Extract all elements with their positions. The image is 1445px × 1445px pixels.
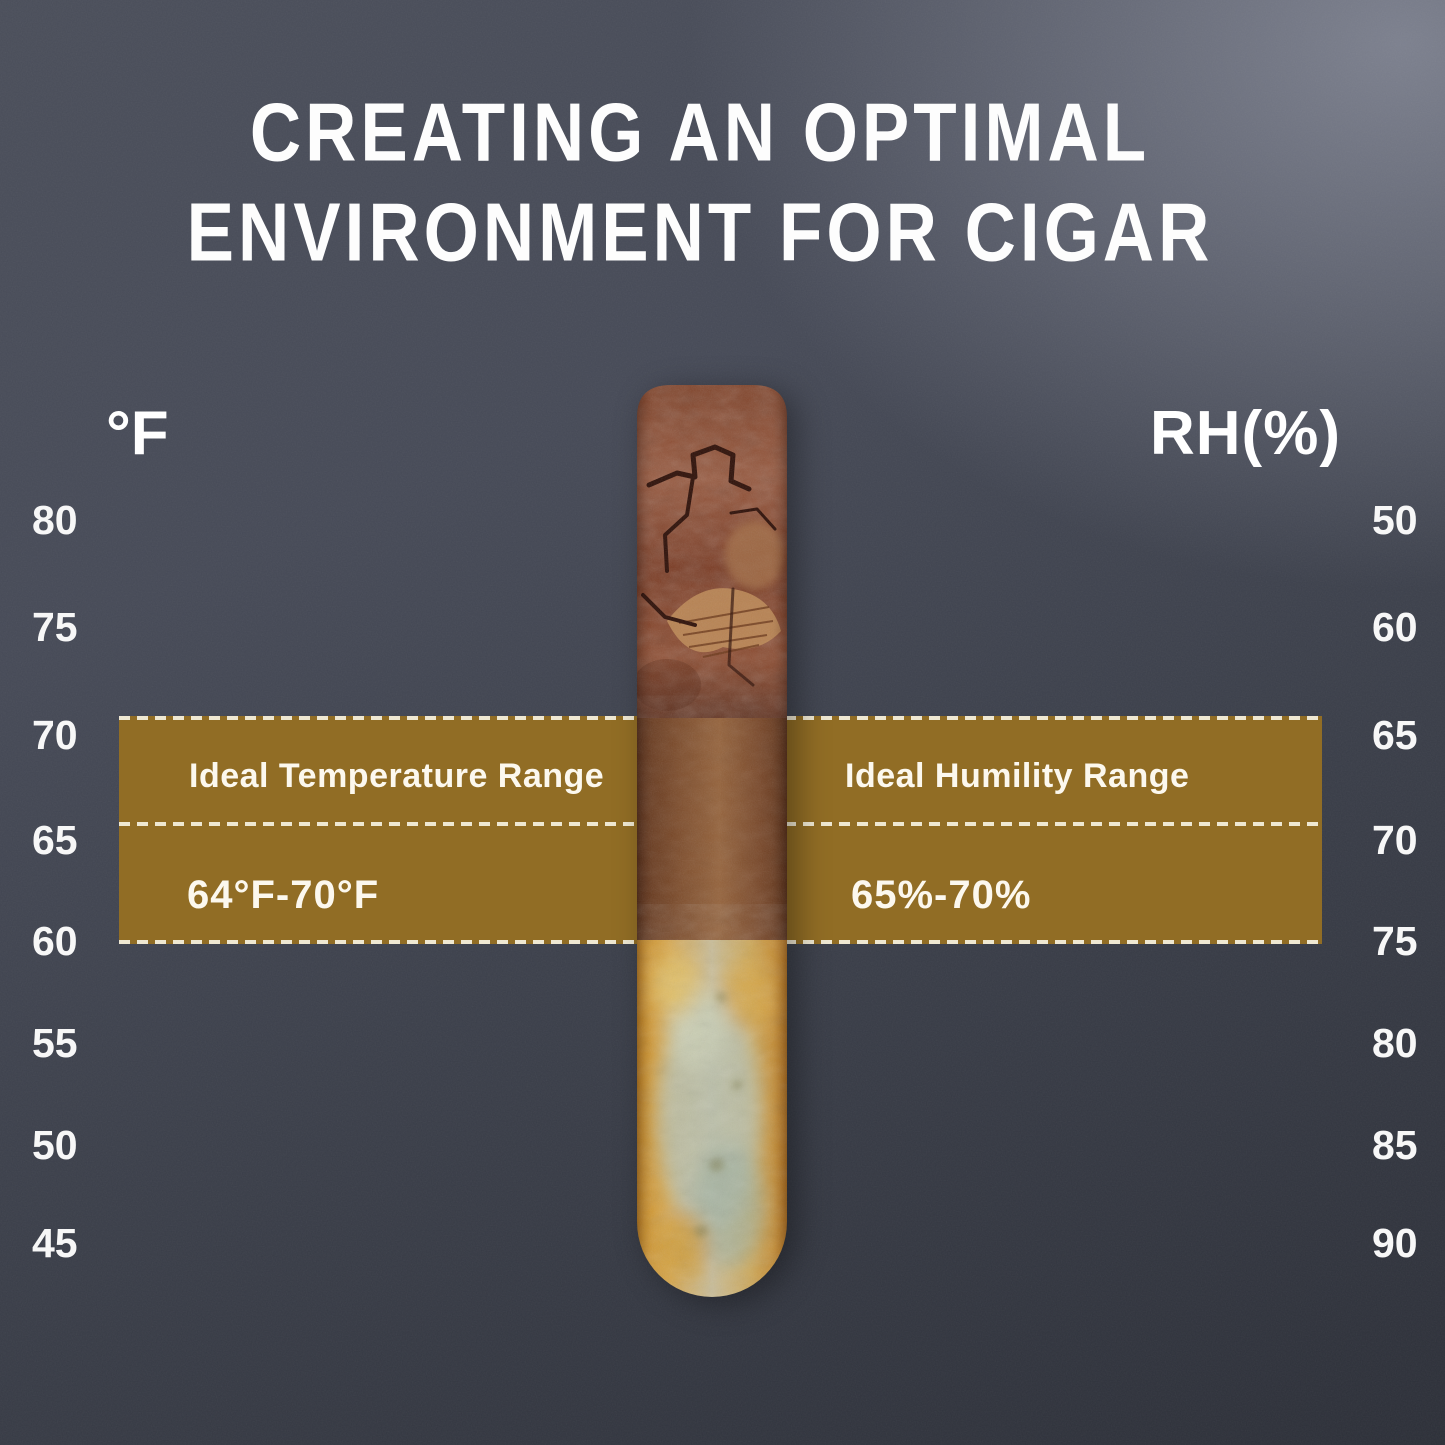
left-axis-tick: 80 [32, 497, 78, 543]
right-axis-tick: 50 [1372, 497, 1418, 543]
humidity-range-value: 65%-70% [851, 873, 1032, 917]
page-title-line-1: CREATING AN OPTIMAL [249, 87, 1151, 180]
left-axis-tick: 75 [32, 604, 78, 650]
right-axis-unit-label: RH(%) [1150, 399, 1341, 468]
left-axis-tick: 50 [32, 1122, 78, 1168]
right-axis-tick: 90 [1372, 1220, 1418, 1266]
right-axis-tick: 70 [1372, 817, 1418, 863]
left-axis-tick: 55 [32, 1020, 78, 1066]
page-title-line-2: ENVIRONMENT FOR CIGAR [186, 187, 1214, 279]
left-axis-unit-label: °F [106, 399, 169, 468]
humidity-range-heading: Ideal Humility Range [845, 757, 1190, 795]
left-axis-tick: 65 [32, 817, 78, 863]
left-axis-tick: 70 [32, 712, 78, 758]
right-axis-tick: 85 [1372, 1122, 1418, 1168]
right-axis-tick: 60 [1372, 604, 1418, 650]
cigar-image [637, 385, 787, 1297]
right-axis-tick: 75 [1372, 918, 1418, 964]
page-title: CREATING AN OPTIMAL ENVIRONMENT FOR CIGA… [0, 84, 1400, 284]
left-axis-tick: 45 [32, 1220, 78, 1266]
temperature-range-heading: Ideal Temperature Range [189, 757, 605, 795]
temperature-range-value: 64°F-70°F [187, 873, 380, 917]
right-axis-tick: 65 [1372, 712, 1418, 758]
left-axis-tick: 60 [32, 918, 78, 964]
cigar-edge-shading [637, 385, 787, 1297]
right-axis-tick: 80 [1372, 1020, 1418, 1066]
